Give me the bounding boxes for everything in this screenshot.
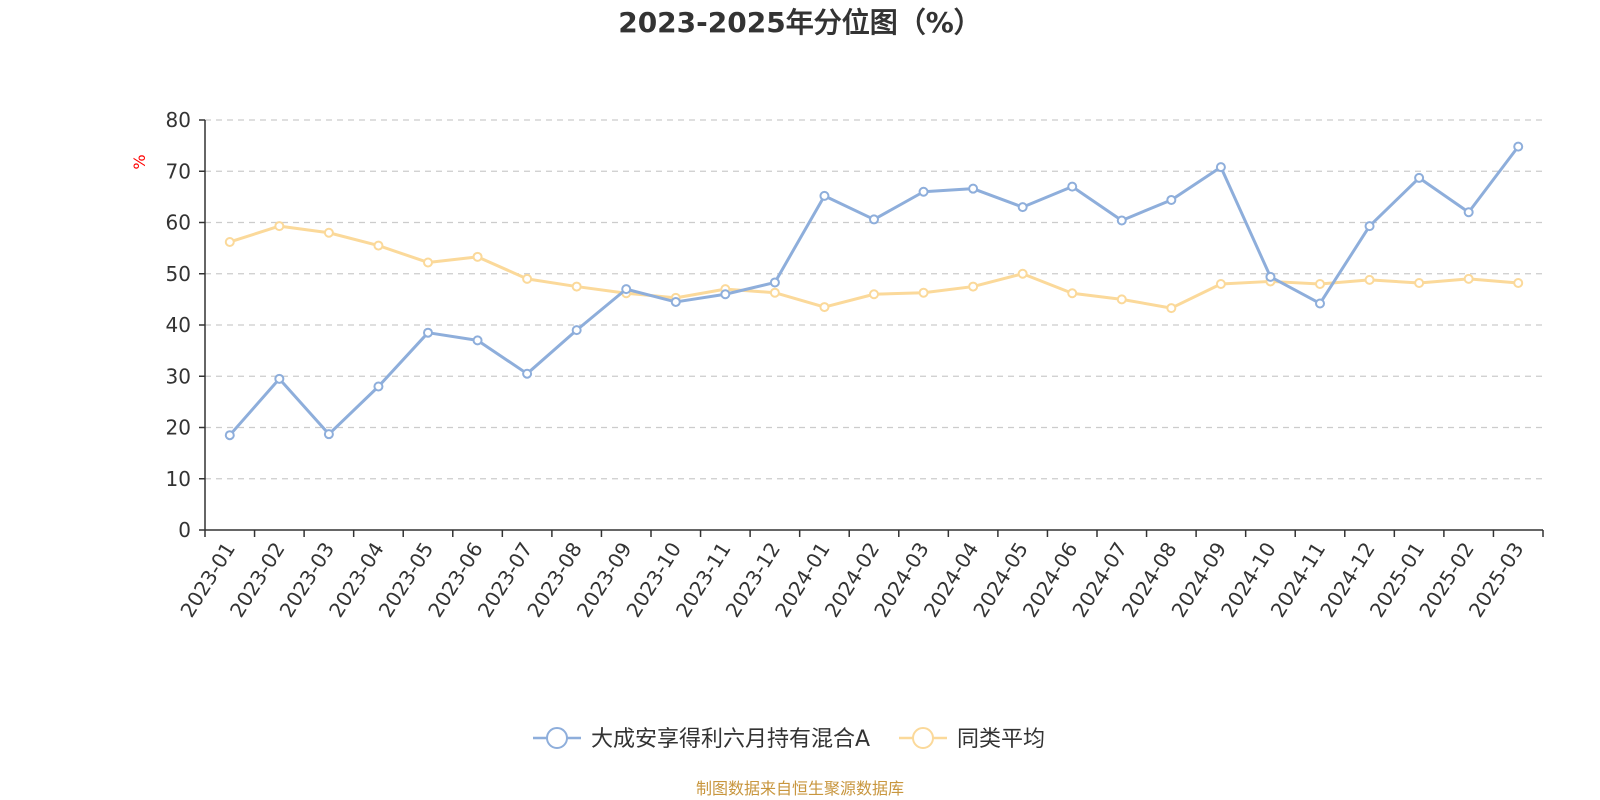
axes: 010203040506070802023-012023-022023-0320… bbox=[166, 108, 1544, 622]
y-tick-label: 0 bbox=[178, 518, 191, 542]
data-point bbox=[1414, 172, 1425, 183]
data-point bbox=[571, 325, 582, 336]
data-point bbox=[1067, 181, 1078, 192]
legend-label: 大成安享得利六月持有混合A bbox=[591, 727, 870, 752]
data-point bbox=[720, 289, 731, 300]
data-point bbox=[1166, 303, 1177, 314]
data-point bbox=[373, 381, 384, 392]
y-tick-label: 70 bbox=[166, 159, 191, 183]
series-layer bbox=[224, 141, 1524, 441]
data-point bbox=[769, 277, 780, 288]
y-tick-label: 40 bbox=[166, 313, 191, 337]
y-tick-label: 30 bbox=[166, 364, 191, 388]
data-point bbox=[869, 289, 879, 300]
series-1 bbox=[224, 221, 1524, 314]
data-point bbox=[1215, 162, 1226, 173]
data-point bbox=[1315, 279, 1325, 289]
chart-title: 2023-2025年分位图（%） bbox=[618, 6, 982, 39]
data-point bbox=[1513, 277, 1524, 288]
data-point bbox=[621, 284, 632, 295]
data-point bbox=[1414, 277, 1425, 288]
legend-marker-icon bbox=[912, 727, 934, 749]
data-point bbox=[472, 251, 483, 262]
data-point bbox=[1463, 273, 1474, 284]
data-point bbox=[423, 257, 433, 268]
data-point bbox=[1017, 202, 1028, 213]
data-point bbox=[670, 296, 681, 307]
source-note: 制图数据来自恒生聚源数据库 bbox=[696, 779, 904, 798]
y-tick-label: 10 bbox=[166, 467, 191, 491]
data-point bbox=[968, 183, 979, 194]
data-point bbox=[224, 430, 235, 441]
data-point bbox=[274, 373, 285, 384]
data-point bbox=[274, 221, 285, 232]
legend[interactable]: 大成安享得利六月持有混合A 同类平均 bbox=[533, 727, 1045, 752]
data-point bbox=[323, 429, 334, 440]
y-tick-label: 60 bbox=[166, 211, 191, 235]
data-point bbox=[1265, 271, 1276, 282]
data-point bbox=[819, 190, 830, 201]
data-point bbox=[1067, 288, 1078, 299]
data-point bbox=[918, 287, 929, 298]
data-point bbox=[918, 186, 929, 197]
grid-lines bbox=[205, 119, 1543, 480]
data-point bbox=[1116, 294, 1127, 305]
legend-item-0[interactable]: 大成安享得利六月持有混合A bbox=[533, 727, 870, 752]
data-point bbox=[472, 335, 483, 346]
data-point bbox=[571, 281, 582, 292]
data-point bbox=[1315, 298, 1325, 309]
y-tick-label: 20 bbox=[166, 416, 191, 440]
y-tick-label: 50 bbox=[166, 262, 191, 286]
data-point bbox=[1215, 279, 1226, 289]
data-point bbox=[819, 302, 830, 313]
data-point bbox=[522, 273, 533, 284]
data-point bbox=[1017, 268, 1028, 279]
legend-marker-icon bbox=[546, 727, 568, 749]
data-point bbox=[522, 368, 533, 379]
data-point bbox=[769, 287, 780, 298]
y-tick-label: 80 bbox=[166, 108, 191, 132]
data-point bbox=[373, 240, 384, 251]
data-point bbox=[1166, 194, 1177, 205]
data-point bbox=[1513, 141, 1524, 152]
y-axis-label: % bbox=[130, 154, 149, 169]
data-point bbox=[1364, 274, 1375, 285]
data-point bbox=[968, 281, 979, 292]
data-point bbox=[423, 327, 433, 338]
data-point bbox=[224, 236, 235, 247]
data-point bbox=[1364, 221, 1375, 232]
data-point bbox=[1116, 215, 1127, 226]
legend-label: 同类平均 bbox=[957, 727, 1045, 752]
data-point bbox=[323, 227, 334, 238]
series-0 bbox=[224, 141, 1524, 441]
data-point bbox=[869, 214, 879, 225]
data-point bbox=[1463, 207, 1474, 218]
legend-item-1[interactable]: 同类平均 bbox=[899, 727, 1045, 752]
